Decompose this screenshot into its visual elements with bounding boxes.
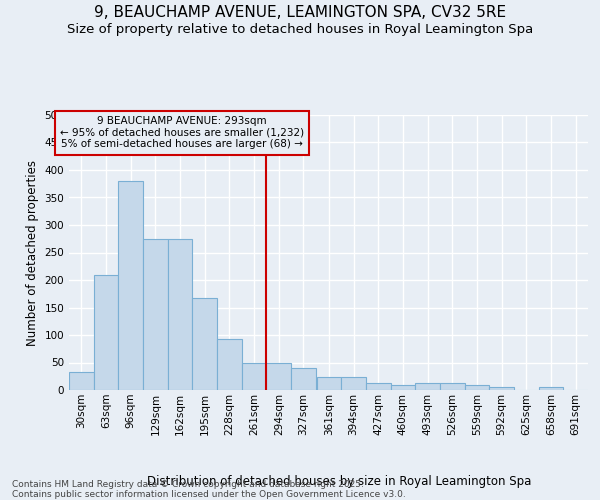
- Bar: [118, 181, 143, 390]
- Text: 9 BEAUCHAMP AVENUE: 293sqm
← 95% of detached houses are smaller (1,232)
5% of se: 9 BEAUCHAMP AVENUE: 293sqm ← 95% of deta…: [60, 116, 304, 150]
- Bar: [464, 384, 489, 390]
- Bar: [391, 384, 415, 390]
- Bar: [341, 378, 366, 390]
- Bar: [366, 383, 391, 390]
- Bar: [143, 239, 168, 390]
- Bar: [291, 368, 316, 390]
- Bar: [415, 384, 440, 390]
- Bar: [193, 298, 217, 390]
- Bar: [539, 387, 563, 390]
- Text: Size of property relative to detached houses in Royal Leamington Spa: Size of property relative to detached ho…: [67, 22, 533, 36]
- Bar: [440, 384, 464, 390]
- Bar: [217, 339, 242, 390]
- Bar: [94, 274, 118, 390]
- Bar: [489, 387, 514, 390]
- Text: Contains HM Land Registry data © Crown copyright and database right 2025.
Contai: Contains HM Land Registry data © Crown c…: [12, 480, 406, 499]
- Bar: [69, 372, 94, 390]
- Bar: [168, 239, 193, 390]
- Bar: [266, 362, 291, 390]
- Bar: [242, 362, 266, 390]
- Bar: [317, 378, 341, 390]
- Y-axis label: Number of detached properties: Number of detached properties: [26, 160, 39, 346]
- Text: 9, BEAUCHAMP AVENUE, LEAMINGTON SPA, CV32 5RE: 9, BEAUCHAMP AVENUE, LEAMINGTON SPA, CV3…: [94, 5, 506, 20]
- Text: Distribution of detached houses by size in Royal Leamington Spa: Distribution of detached houses by size …: [147, 474, 531, 488]
